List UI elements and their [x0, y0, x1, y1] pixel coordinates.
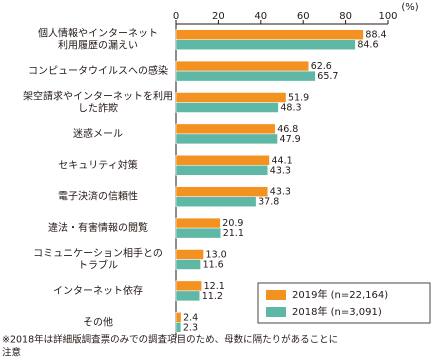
bar	[175, 92, 287, 103]
value-label: 21.1	[223, 228, 244, 239]
bar	[175, 123, 276, 135]
category-label-line: インターネット依存	[53, 284, 143, 297]
x-tick-label: 40	[254, 11, 267, 22]
bar	[175, 133, 278, 145]
x-tick-label: 0	[173, 11, 179, 22]
bar	[175, 290, 200, 302]
value-label: 88.4	[365, 30, 386, 41]
value-label: 62.6	[311, 61, 332, 72]
bar	[175, 259, 201, 270]
value-label: 46.8	[277, 124, 298, 135]
value-label: 43.3	[270, 165, 291, 176]
category-label-line: 架空請求やインターネットを利用	[23, 90, 173, 103]
bar	[175, 39, 356, 50]
value-label: 47.9	[280, 134, 301, 145]
note: ※2018年は詳細版調査票のみでの調査項目のため、母数に隔たりがあることに	[2, 334, 338, 346]
category-label: 違法・有害情報の閲覧	[48, 221, 148, 234]
x-tick-label: 100	[378, 11, 397, 22]
x-tick-label: 60	[297, 11, 310, 22]
value-label: 12.1	[204, 281, 225, 292]
x-axis-label: (%)	[401, 2, 418, 13]
category-label-line: 違法・有害情報の閲覧	[48, 221, 148, 234]
category-label: 個人情報やインターネット利用履歴の漏えい	[38, 27, 158, 52]
category-label-line: コンピュータウイルスへの感染	[28, 64, 168, 77]
value-label: 2.3	[183, 322, 198, 333]
category-label: セキュリティ対策	[58, 158, 137, 171]
category-label-line: セキュリティ対策	[58, 158, 137, 171]
category-label-line: 個人情報やインターネット	[38, 27, 158, 40]
bar	[175, 280, 202, 292]
category-label: コミュニケーション相手とのトラブル	[33, 247, 163, 272]
category-label: 架空請求やインターネットを利用した詐欺	[23, 90, 173, 115]
category-label: コンピュータウイルスへの感染	[28, 64, 168, 77]
legend-swatch	[266, 307, 286, 317]
category-label-line: トラブル	[78, 259, 118, 272]
bar	[175, 60, 309, 72]
bar	[175, 29, 364, 40]
value-label: 84.6	[357, 40, 378, 51]
category-label-line: その他	[83, 315, 113, 328]
bar	[175, 102, 279, 113]
value-label: 51.9	[288, 93, 309, 104]
note: 注意	[2, 347, 21, 359]
value-label: 13.0	[206, 250, 227, 261]
value-label: 11.6	[203, 260, 224, 271]
x-tick-label: 80	[339, 11, 352, 22]
legend-label: 2019年 (n=22,164)	[292, 288, 388, 301]
bar	[175, 155, 270, 166]
bar	[175, 227, 221, 239]
legend	[257, 282, 431, 324]
category-label: インターネット依存	[53, 284, 143, 297]
category-label-line: 利用履歴の漏えい	[58, 40, 138, 52]
value-label: 65.7	[317, 71, 338, 82]
category-label: 迷惑メール	[73, 127, 123, 140]
category-label-line: した詐欺	[78, 102, 118, 115]
bar	[175, 186, 269, 197]
value-label: 48.3	[280, 103, 301, 114]
x-tick-label: 20	[212, 11, 225, 22]
category-label-line: コミュニケーション相手との	[33, 247, 163, 260]
bar	[175, 249, 204, 260]
bar	[175, 217, 221, 229]
bar	[175, 196, 257, 207]
value-label: 11.2	[202, 291, 223, 302]
category-label: 電子決済の信頼性	[58, 190, 138, 203]
bar	[175, 70, 316, 82]
value-label: 2.4	[183, 312, 198, 323]
value-label: 44.1	[271, 155, 292, 166]
value-label: 20.9	[222, 218, 243, 229]
legend-swatch	[266, 290, 286, 300]
category-label: その他	[83, 315, 113, 328]
category-label-line: 電子決済の信頼性	[58, 190, 138, 203]
category-label-line: 迷惑メール	[73, 127, 123, 140]
value-label: 37.8	[258, 197, 279, 208]
bar	[175, 165, 269, 176]
value-label: 43.3	[270, 187, 291, 198]
bar	[175, 322, 182, 333]
legend-label: 2018年 (n=3,091)	[292, 305, 382, 318]
bar	[175, 312, 182, 323]
